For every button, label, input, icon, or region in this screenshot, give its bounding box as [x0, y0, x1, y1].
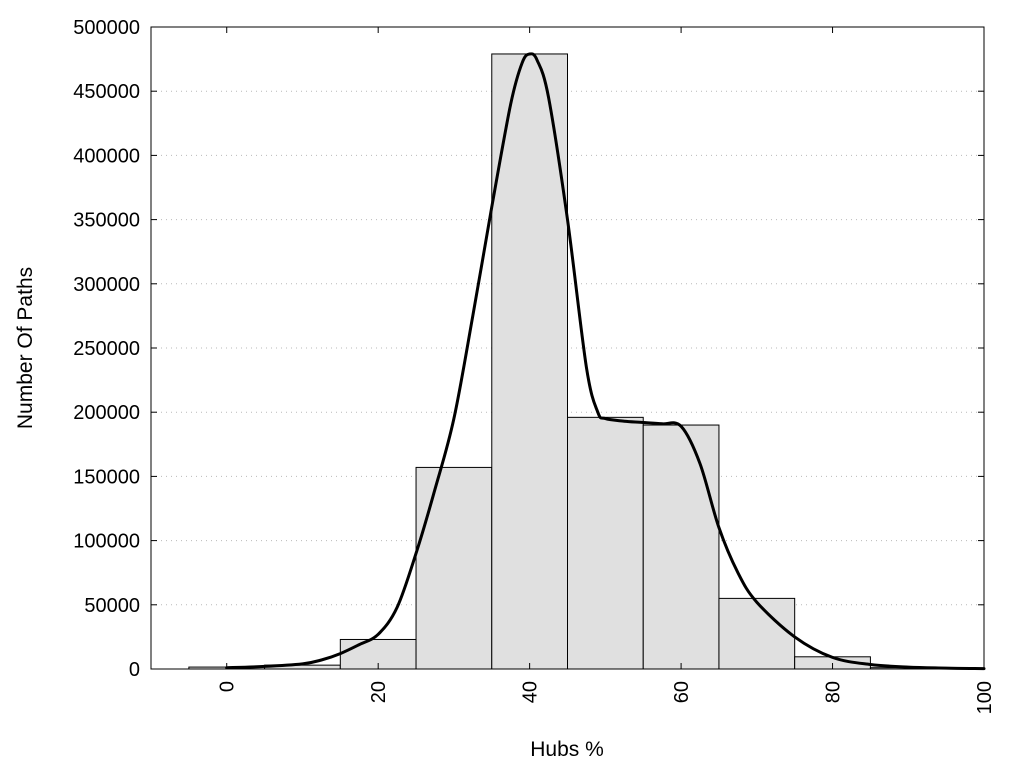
y-axis-title: Number Of Paths — [14, 267, 37, 429]
density-curve-line — [225, 52, 986, 671]
x-tick-label: 0 — [217, 681, 239, 692]
density-curve — [225, 52, 986, 671]
y-axis-ticks: 0 50000 100000 150000 200000 250000 300000 3500… — [73, 17, 984, 681]
histogram-bars — [188, 53, 947, 670]
histogram-bar — [415, 466, 493, 670]
y-tick-label: 100000 — [73, 531, 140, 553]
y-tick-label: 0 — [129, 659, 140, 681]
y-tick-label: 150000 — [73, 466, 140, 488]
y-tick-label: 500000 — [73, 17, 140, 39]
x-axis-title: Hubs % — [530, 738, 604, 761]
y-tick-label: 50000 — [84, 595, 140, 617]
y-tick-label: 200000 — [73, 402, 140, 424]
x-axis-ticks: 0 20 40 60 80 100 — [217, 27, 996, 714]
x-tick-label: 40 — [520, 681, 542, 703]
x-tick-label: 60 — [671, 681, 693, 703]
x-tick-label: 100 — [974, 681, 996, 714]
histogram-bar — [718, 597, 796, 670]
histogram-bar — [642, 424, 720, 670]
y-tick-label: 400000 — [73, 145, 140, 167]
histogram-bar — [491, 53, 569, 670]
y-tick-label: 350000 — [73, 210, 140, 232]
y-tick-label: 250000 — [73, 338, 140, 360]
y-tick-label: 300000 — [73, 274, 140, 296]
x-tick-label: 80 — [823, 681, 845, 703]
y-tick-label: 450000 — [73, 81, 140, 103]
x-tick-label: 20 — [368, 681, 390, 703]
histogram-bar — [567, 416, 644, 670]
